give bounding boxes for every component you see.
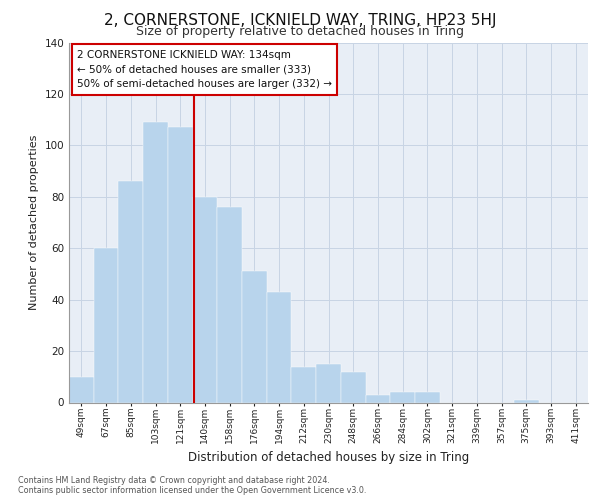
Text: 2 CORNERSTONE ICKNIELD WAY: 134sqm
← 50% of detached houses are smaller (333)
50: 2 CORNERSTONE ICKNIELD WAY: 134sqm ← 50%… (77, 50, 332, 90)
Bar (242, 272, 267, 402)
Bar (390, 392, 415, 402)
Bar (514, 400, 539, 402)
Bar (341, 372, 365, 402)
Text: Size of property relative to detached houses in Tring: Size of property relative to detached ho… (136, 25, 464, 38)
Y-axis label: Number of detached properties: Number of detached properties (29, 135, 39, 310)
Bar (217, 207, 242, 402)
X-axis label: Distribution of detached houses by size in Tring: Distribution of detached houses by size … (188, 452, 469, 464)
Bar (193, 197, 217, 402)
Text: 2, CORNERSTONE, ICKNIELD WAY, TRING, HP23 5HJ: 2, CORNERSTONE, ICKNIELD WAY, TRING, HP2… (104, 12, 496, 28)
Bar (118, 182, 143, 402)
Text: Contains HM Land Registry data © Crown copyright and database right 2024.
Contai: Contains HM Land Registry data © Crown c… (18, 476, 367, 495)
Bar (168, 128, 193, 402)
Bar (316, 364, 341, 403)
Bar (94, 248, 118, 402)
Bar (365, 395, 390, 402)
Bar (267, 292, 292, 403)
Bar (292, 366, 316, 402)
Bar (143, 122, 168, 402)
Bar (69, 377, 94, 402)
Bar (415, 392, 440, 402)
